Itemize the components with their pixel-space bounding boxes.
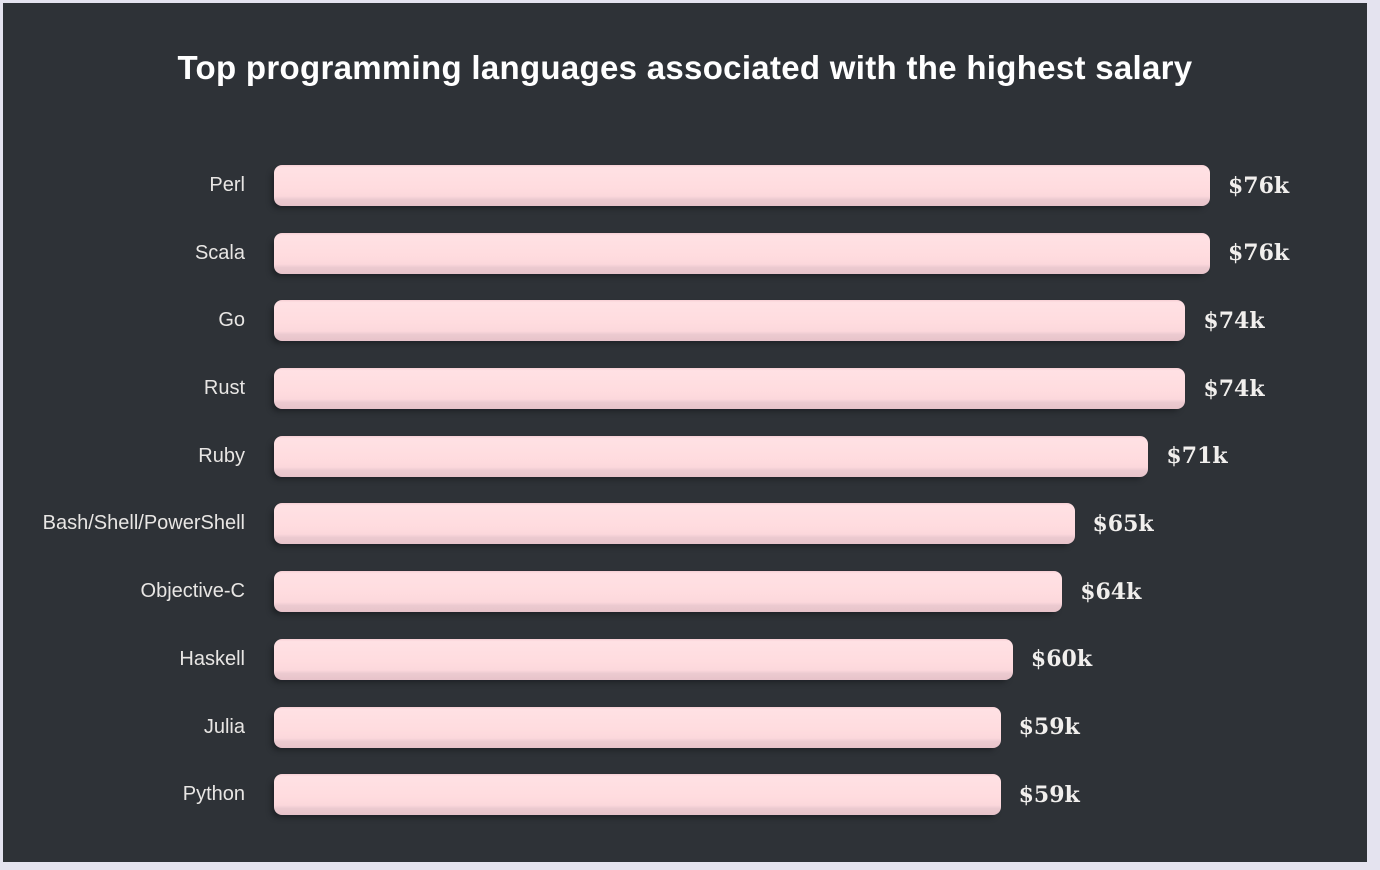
chart-row: Ruby $71k bbox=[3, 435, 1289, 477]
value-label: $76k bbox=[1228, 240, 1290, 267]
salary-bar[interactable] bbox=[274, 638, 1013, 680]
value-label: $60k bbox=[1030, 646, 1093, 673]
category-label: Bash/Shell/PowerShell bbox=[42, 512, 245, 535]
salary-bar[interactable] bbox=[274, 232, 1210, 274]
chart-row: Bash/Shell/PowerShell $65k bbox=[3, 503, 1289, 545]
category-label: Julia bbox=[203, 715, 245, 738]
chart-row: Python $59k bbox=[3, 774, 1289, 816]
salary-bar[interactable] bbox=[274, 368, 1186, 410]
salary-bar[interactable] bbox=[274, 300, 1186, 342]
chart-row: Haskell $60k bbox=[3, 638, 1289, 680]
value-label: $74k bbox=[1203, 307, 1265, 334]
value-label: $59k bbox=[1018, 781, 1080, 808]
value-label: $64k bbox=[1080, 578, 1142, 605]
chart-title: Top programming languages associated wit… bbox=[177, 49, 1193, 86]
salary-bar[interactable] bbox=[274, 165, 1210, 206]
category-label: Perl bbox=[209, 174, 245, 196]
category-label: Python bbox=[182, 783, 245, 806]
category-label: Haskell bbox=[179, 647, 245, 670]
salary-bar[interactable] bbox=[274, 503, 1075, 545]
salary-bar[interactable] bbox=[274, 571, 1063, 613]
salary-bar[interactable] bbox=[274, 774, 1001, 816]
value-label: $71k bbox=[1166, 443, 1228, 470]
chart-row: Objective-C $64k bbox=[3, 571, 1289, 613]
value-label: $74k bbox=[1203, 375, 1265, 402]
chart-row: Julia $59k bbox=[3, 706, 1289, 748]
category-label: Scala bbox=[194, 241, 245, 264]
value-label: $59k bbox=[1018, 714, 1080, 740]
chart-row: Perl $76k bbox=[3, 165, 1289, 206]
value-label: $76k bbox=[1228, 172, 1290, 199]
category-label: Rust bbox=[203, 377, 245, 400]
salary-bar[interactable] bbox=[274, 706, 1001, 748]
chart-row: Scala $76k bbox=[3, 232, 1290, 274]
bar-chart-plot-area: Perl $76k Scala $76k Go $74k Rust $74k R… bbox=[3, 165, 1290, 816]
chart-panel: Top programming languages associated wit… bbox=[3, 3, 1367, 862]
salary-bar[interactable] bbox=[274, 435, 1149, 477]
category-label: Objective-C bbox=[140, 580, 245, 603]
category-label: Ruby bbox=[198, 444, 245, 467]
chart-row: Go $74k bbox=[3, 300, 1289, 342]
value-label: $65k bbox=[1092, 510, 1154, 537]
category-label: Go bbox=[218, 309, 245, 332]
chart-row: Rust $74k bbox=[3, 368, 1289, 410]
